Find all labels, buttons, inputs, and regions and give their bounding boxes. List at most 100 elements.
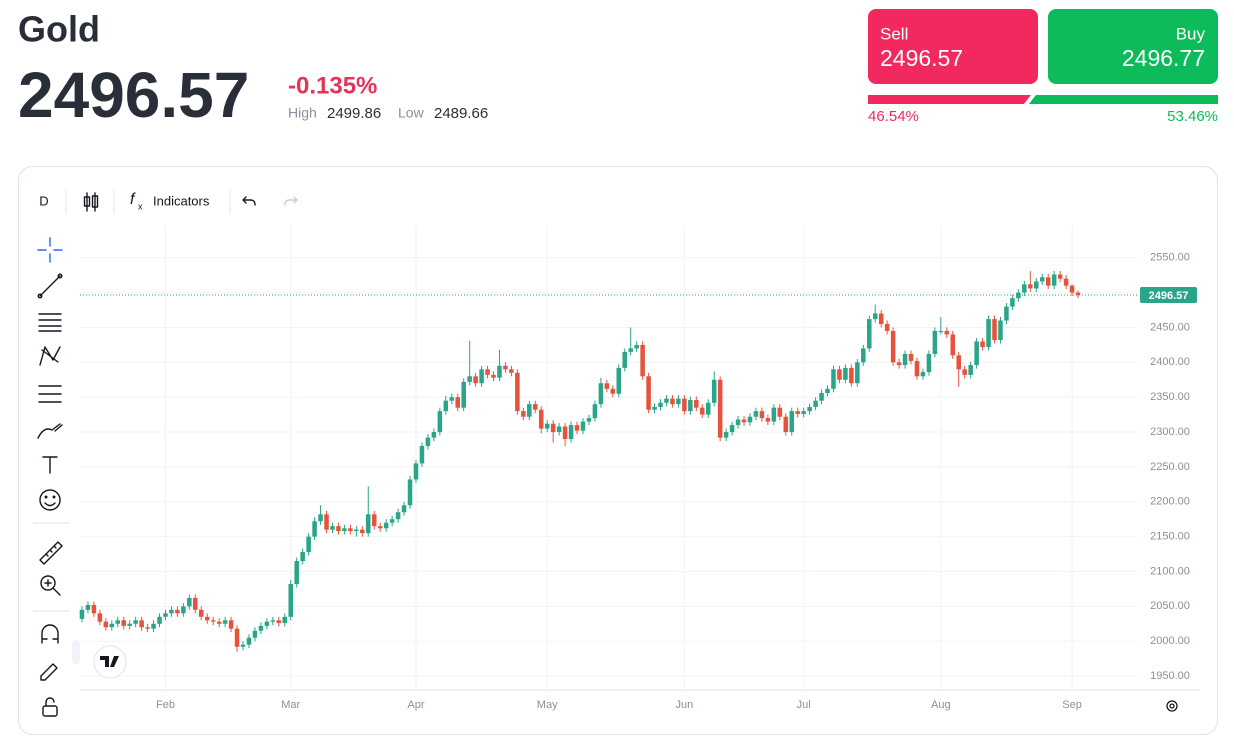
candle-body xyxy=(354,529,359,532)
settings[interactable] xyxy=(1166,700,1178,712)
logo-mark[interactable] xyxy=(100,656,119,667)
candle-body xyxy=(1022,284,1027,293)
candle-body xyxy=(533,404,538,410)
buy-price[interactable]: 2496.77 xyxy=(1122,45,1205,71)
candle-body xyxy=(670,398,675,405)
logo[interactable] xyxy=(93,645,127,679)
candle-body xyxy=(222,620,228,624)
candle-body xyxy=(115,620,121,624)
candle-body xyxy=(109,623,115,628)
buy-share-bar xyxy=(1028,95,1218,104)
candle-body xyxy=(908,353,914,361)
y-tick-label: 2100.00 xyxy=(1150,565,1190,577)
indicators-button[interactable]: Indicators xyxy=(153,193,210,208)
candle-body xyxy=(240,644,246,647)
candle-body xyxy=(371,514,377,527)
candle-body xyxy=(867,319,872,349)
redo[interactable] xyxy=(284,196,298,206)
candle-body xyxy=(348,528,353,532)
sell-button[interactable] xyxy=(868,9,1038,84)
settings[interactable] xyxy=(1169,703,1175,709)
candle-body xyxy=(550,423,556,433)
candle-body xyxy=(312,521,317,537)
drawing-tools[interactable] xyxy=(37,237,63,717)
candle-body xyxy=(199,609,204,617)
x-tick-label: Aug xyxy=(931,699,951,711)
candle-body xyxy=(431,432,437,438)
candle-body xyxy=(813,400,818,407)
candle-body xyxy=(139,620,144,628)
candle-body xyxy=(753,411,759,417)
candle-body xyxy=(79,609,85,619)
candle-body xyxy=(151,623,156,629)
candle-body xyxy=(998,320,1003,341)
candle-body xyxy=(831,369,836,389)
candle-body xyxy=(473,376,478,384)
candle-body xyxy=(270,620,276,622)
sell-label[interactable]: Sell xyxy=(880,24,908,43)
candle-body xyxy=(103,621,109,628)
candle-body xyxy=(926,353,932,373)
candle-body xyxy=(962,369,967,375)
candle-body xyxy=(187,597,192,607)
candle-body xyxy=(127,623,132,626)
candle-body xyxy=(658,402,663,407)
sell-price[interactable]: 2496.57 xyxy=(880,45,963,71)
candle-body xyxy=(306,536,311,552)
candle-body xyxy=(443,400,449,412)
candle-body xyxy=(521,411,526,417)
plot-area: Feb Mar Apr May Jun Jul Aug Sep 1950.00 2000.00 20… xyxy=(79,225,1200,711)
candle-body xyxy=(300,551,305,562)
indicators-icon[interactable]: x xyxy=(138,201,143,211)
candle-body xyxy=(855,362,860,384)
candle-body xyxy=(896,362,902,366)
candle-body xyxy=(282,616,288,624)
y-tick-label: 2250.00 xyxy=(1150,461,1190,473)
candle-body xyxy=(1063,278,1069,286)
candle-body xyxy=(515,372,520,412)
collapse-handle[interactable] xyxy=(72,640,80,664)
candle-body xyxy=(336,526,341,532)
buy-button[interactable] xyxy=(1048,9,1218,84)
y-tick-label: 2050.00 xyxy=(1150,600,1190,612)
candle-body xyxy=(723,432,729,438)
candle-body xyxy=(992,319,997,341)
chart-card xyxy=(18,166,1218,735)
candle-body xyxy=(968,365,973,375)
candle-body xyxy=(676,398,681,405)
interval[interactable]: D xyxy=(39,193,48,208)
sell-share-bar xyxy=(868,95,1031,104)
x-tick-label: Mar xyxy=(281,699,300,711)
buy-label[interactable]: Buy xyxy=(1176,24,1206,43)
price: 2496.57 xyxy=(18,59,249,131)
candle-body xyxy=(628,348,633,352)
candle-body xyxy=(729,425,735,433)
candle-body xyxy=(974,341,979,366)
candle-body xyxy=(407,479,413,506)
candle-body xyxy=(318,514,323,522)
candle-body xyxy=(509,369,514,373)
candle-body xyxy=(705,402,711,415)
candle-body xyxy=(193,597,198,610)
chart-type-icon[interactable] xyxy=(83,192,99,212)
candle-body xyxy=(437,411,443,433)
candle-body xyxy=(419,445,425,464)
candle-body xyxy=(1069,285,1075,293)
candle-body xyxy=(646,376,651,410)
candle-body xyxy=(395,512,401,520)
x-tick-label: Jun xyxy=(676,699,694,711)
candle-body xyxy=(342,528,347,532)
price-tag xyxy=(1140,287,1197,304)
undo[interactable] xyxy=(242,196,256,206)
candle-body xyxy=(175,609,180,614)
candle-body xyxy=(604,383,610,389)
candle-body xyxy=(861,348,866,363)
candle-body xyxy=(246,637,252,645)
candle-body xyxy=(688,399,693,412)
candle-body xyxy=(849,367,854,384)
indicators-icon[interactable]: f xyxy=(130,191,136,208)
candle-body xyxy=(330,526,335,530)
candle-body xyxy=(586,418,592,422)
